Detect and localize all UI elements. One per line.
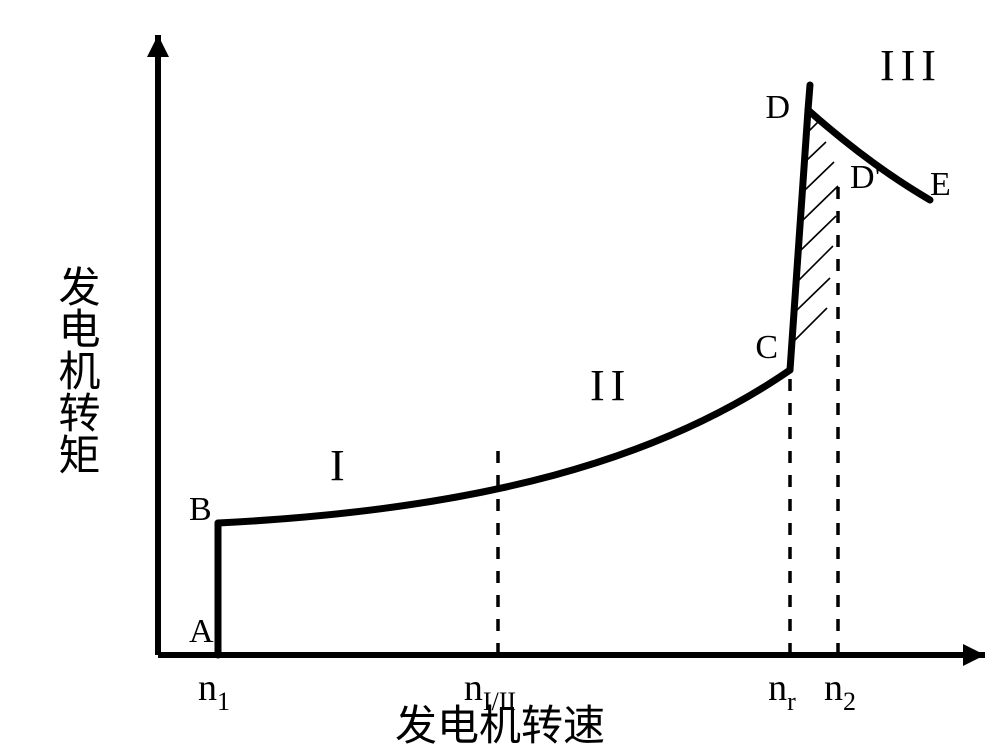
torque-speed-diagram: 发电机转矩 发电机转速 n1nI/IInrn2 ABCDD'E IIIIII [0, 0, 1000, 754]
region-label-III: III [880, 41, 942, 90]
region-label-I: I [330, 441, 345, 490]
y-axis-label: 发电机转矩 [52, 265, 99, 475]
hatch-stroke-2 [799, 246, 833, 280]
point-label-D: D [765, 89, 790, 126]
hatch-stroke-5 [805, 162, 834, 190]
y-axis-arrow-icon [147, 35, 169, 57]
curve-overshoot-D [808, 85, 810, 110]
hatch-stroke-3 [801, 216, 836, 250]
point-label-E: E [930, 166, 951, 203]
hatch-stroke-6 [807, 142, 826, 160]
tick-nr: nr [768, 667, 796, 716]
curve-segment-BC [218, 370, 790, 523]
tick-n1: n1 [198, 667, 230, 716]
dashed-lines [498, 175, 838, 655]
curve-segment-CD [790, 110, 808, 370]
point-label-B: B [189, 491, 212, 528]
point-label-C: C [755, 329, 778, 366]
x-axis-arrow-icon [963, 644, 985, 666]
point-labels: A B C D D' E [189, 89, 951, 650]
hatch-stroke-0 [795, 308, 827, 340]
hatch-stroke-4 [803, 186, 838, 220]
point-label-A: A [189, 613, 214, 650]
region-label-II: II [590, 361, 631, 410]
point-label-Dp: D' [850, 159, 881, 196]
region-labels: IIIIII [330, 41, 942, 490]
hatch-stroke-1 [797, 278, 830, 310]
tick-nMid: nI/II [464, 667, 516, 716]
tick-n2: n2 [824, 667, 856, 716]
